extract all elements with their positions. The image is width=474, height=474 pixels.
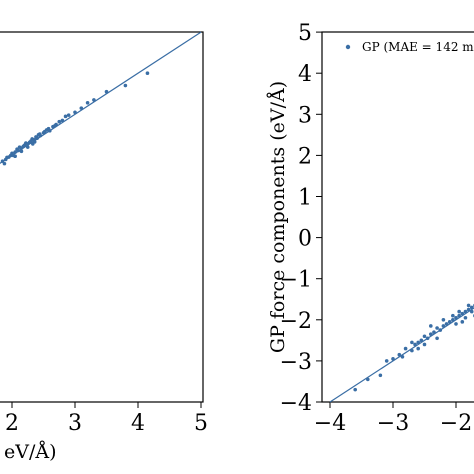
right-data-point — [435, 326, 439, 330]
right-y-tick-label: −2 — [280, 309, 312, 334]
left-data-point — [42, 129, 47, 134]
left-data-point — [19, 149, 24, 154]
right-data-point — [466, 307, 471, 312]
right-data-point — [422, 334, 427, 339]
right-data-point — [438, 328, 443, 332]
right-data-point — [460, 320, 465, 324]
left-data-point — [0, 159, 5, 163]
left-data-point — [37, 132, 42, 136]
left-data-point — [79, 106, 84, 110]
left-data-point — [145, 71, 150, 75]
right-data-point — [466, 303, 471, 308]
left-data-point — [13, 150, 17, 154]
right-data-point — [435, 336, 439, 341]
left-data-point — [27, 140, 32, 145]
left-data-point — [15, 147, 19, 152]
left-panel: 2 3 4 5 eV/Å) — [0, 31, 208, 463]
right-data-point — [378, 373, 383, 378]
left-x-tick-label: 3 — [68, 411, 82, 436]
right-data-point — [416, 340, 421, 345]
right-y-tick-label: 1 — [298, 186, 312, 211]
right-data-point — [451, 313, 455, 318]
legend-label: GP (MAE = 142 m — [362, 40, 474, 54]
left-data-point — [30, 142, 35, 146]
left-data-point — [46, 126, 51, 131]
right-data-point — [447, 320, 452, 324]
right-data-point — [469, 309, 474, 314]
left-data-point — [123, 83, 128, 88]
left-data-point — [21, 144, 26, 149]
left-x-tick-label: 4 — [131, 411, 145, 436]
right-data-point — [457, 313, 461, 318]
right-data-point — [400, 354, 405, 359]
right-y-tick-label: 0 — [298, 227, 312, 252]
right-data-point — [454, 322, 458, 326]
right-data-point — [457, 309, 461, 314]
legend: GP (MAE = 142 m — [345, 40, 474, 54]
right-y-tick-label: 3 — [298, 103, 312, 128]
right-y-tick-label: 2 — [298, 144, 312, 169]
right-data-point — [403, 346, 408, 351]
right-y-tick-label: −4 — [280, 391, 312, 416]
right-data-point — [429, 332, 433, 336]
left-data-point — [13, 154, 17, 159]
left-x-tick-label: 2 — [5, 411, 19, 436]
right-data-point — [410, 340, 414, 345]
right-data-point — [391, 357, 395, 361]
right-data-point — [469, 305, 474, 310]
right-data-point — [432, 330, 436, 334]
left-data-point — [35, 136, 39, 140]
left-x-tick-label: 5 — [194, 411, 208, 436]
right-data-point — [410, 348, 414, 353]
right-data-point — [441, 324, 446, 328]
right-data-point — [384, 359, 389, 363]
left-data-point — [92, 98, 96, 102]
left-data-point — [2, 161, 7, 166]
right-data-point — [353, 387, 358, 392]
right-data-point — [460, 311, 465, 316]
legend-marker — [345, 44, 351, 50]
left-axes-frame — [0, 31, 204, 403]
right-data-point — [397, 352, 402, 357]
right-data-point — [444, 322, 449, 326]
left-data-point — [63, 114, 68, 119]
left-data-point — [60, 118, 65, 123]
right-data-point — [463, 315, 468, 320]
right-x-tick-label: −3 — [377, 411, 409, 436]
right-data-point — [441, 318, 446, 322]
right-y-tick-label: 4 — [298, 62, 312, 87]
right-data-point — [454, 315, 458, 320]
right-y-axis-label: GP force components (eV/Å) — [267, 81, 289, 353]
right-y-tick-label: −3 — [280, 350, 312, 375]
right-data-point — [419, 338, 424, 343]
right-parity-line — [329, 307, 474, 403]
left-data-point — [53, 124, 57, 128]
right-data-point — [451, 318, 455, 322]
right-data-point — [425, 336, 430, 341]
right-y-tick-label: −1 — [280, 268, 312, 293]
left-data-point — [104, 89, 109, 94]
right-data-point — [366, 377, 370, 382]
left-data-point — [73, 110, 77, 115]
right-data-point — [413, 342, 417, 347]
left-data-point — [57, 119, 62, 124]
right-x-tick-label: −2 — [440, 411, 472, 436]
right-axes-frame — [321, 31, 474, 403]
left-data-point — [25, 145, 30, 149]
left-data-point — [5, 155, 9, 160]
right-data-point — [429, 324, 433, 328]
left-data-point — [85, 100, 90, 105]
right-data-point — [463, 309, 468, 314]
right-y-tick-label: 5 — [298, 21, 312, 46]
left-x-axis-label: eV/Å) — [4, 441, 57, 463]
left-data-point — [8, 153, 13, 158]
right-x-tick-label: −4 — [314, 411, 346, 436]
left-data-point — [66, 113, 71, 117]
right-data-point — [422, 342, 427, 347]
right-data-point — [416, 346, 421, 351]
